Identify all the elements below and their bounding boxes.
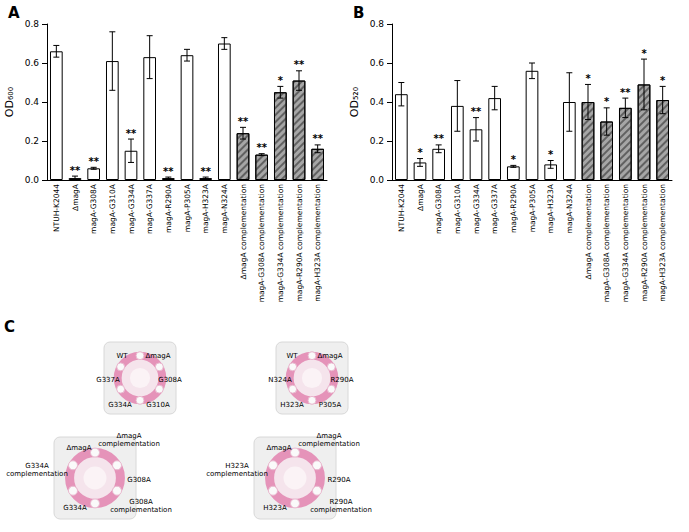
svg-text:magA-H323A: magA-H323A (201, 183, 210, 233)
svg-text:0.0: 0.0 (25, 175, 40, 185)
svg-text:ΔmagA: ΔmagA (266, 444, 291, 452)
svg-text:**: ** (200, 166, 211, 177)
svg-text:0.0: 0.0 (370, 175, 385, 185)
svg-text:0.2: 0.2 (25, 136, 39, 146)
svg-text:0.8: 0.8 (25, 19, 40, 29)
svg-text:G334A: G334A (63, 504, 87, 512)
svg-text:*: * (278, 75, 284, 86)
svg-text:G337A: G337A (96, 376, 120, 384)
svg-text:magA-H323A complementation: magA-H323A complementation (313, 184, 322, 302)
svg-text:*: * (585, 73, 591, 84)
svg-text:*: * (660, 75, 666, 86)
svg-text:0.6: 0.6 (25, 58, 40, 68)
svg-text:ΔmagA: ΔmagA (66, 444, 91, 452)
svg-text:H323A: H323A (280, 401, 304, 409)
svg-text:N324A: N324A (268, 376, 292, 384)
svg-text:magA-R290A: magA-R290A (509, 183, 518, 233)
svg-text:magA-G310A: magA-G310A (108, 183, 117, 234)
svg-text:H323Acomplementation: H323Acomplementation (206, 462, 268, 478)
svg-text:0.4: 0.4 (25, 97, 40, 107)
svg-text:NTUH-K2044: NTUH-K2044 (52, 184, 61, 232)
svg-text:ΔmagAcomplementation: ΔmagAcomplementation (98, 432, 160, 448)
svg-text:*: * (641, 48, 647, 59)
svg-text:*: * (548, 149, 554, 160)
svg-text:ΔmagA complementation: ΔmagA complementation (239, 184, 248, 280)
svg-text:R290A: R290A (330, 376, 353, 384)
svg-text:**: ** (471, 106, 482, 117)
svg-text:magA-G308A complementation: magA-G308A complementation (257, 184, 266, 303)
svg-text:*: * (417, 147, 423, 158)
svg-text:OD₅₂₀: OD₅₂₀ (348, 86, 361, 117)
svg-text:ΔmagA: ΔmagA (145, 352, 170, 360)
svg-text:magA-G337A: magA-G337A (490, 183, 499, 234)
svg-text:ΔmagAcomplementation: ΔmagAcomplementation (298, 432, 360, 448)
svg-text:magA-R290A complementation: magA-R290A complementation (640, 184, 649, 302)
svg-text:**: ** (88, 156, 99, 167)
svg-text:magA-G308A: magA-G308A (89, 183, 98, 234)
svg-text:**: ** (294, 59, 305, 70)
svg-text:R290Acomplementation: R290Acomplementation (310, 498, 372, 514)
svg-text:G334A: G334A (108, 401, 132, 409)
svg-text:magA-H323A complementation: magA-H323A complementation (658, 184, 667, 302)
svg-text:magA-N324A: magA-N324A (565, 183, 574, 233)
svg-text:G334Acomplementation: G334Acomplementation (6, 462, 68, 478)
svg-text:magA-G334A complementation: magA-G334A complementation (276, 184, 285, 303)
svg-text:magA-H323A: magA-H323A (546, 183, 555, 233)
svg-text:magA-G308A complementation: magA-G308A complementation (602, 184, 611, 303)
svg-text:B: B (353, 4, 364, 22)
svg-text:magA-R290A complementation: magA-R290A complementation (295, 184, 304, 302)
svg-text:magA-P305A: magA-P305A (183, 183, 192, 232)
svg-text:magA-G334A complementation: magA-G334A complementation (621, 184, 630, 303)
svg-text:P305A: P305A (319, 401, 342, 409)
svg-text:**: ** (163, 166, 174, 177)
svg-text:A: A (8, 4, 20, 22)
svg-text:magA-G334A: magA-G334A (472, 183, 481, 234)
svg-text:magA-G310A: magA-G310A (453, 183, 462, 234)
svg-text:0.8: 0.8 (370, 19, 385, 29)
svg-text:**: ** (312, 133, 323, 144)
svg-text:**: ** (433, 133, 444, 144)
svg-text:WT: WT (116, 352, 128, 360)
svg-text:ΔmagA: ΔmagA (416, 183, 425, 211)
svg-text:ΔmagA: ΔmagA (71, 183, 80, 211)
svg-text:**: ** (238, 116, 249, 127)
svg-text:*: * (511, 154, 517, 165)
svg-text:0.2: 0.2 (370, 136, 384, 146)
svg-text:magA-G308A: magA-G308A (434, 183, 443, 234)
svg-text:G308A: G308A (158, 376, 182, 384)
svg-text:NTUH-K2044: NTUH-K2044 (397, 184, 406, 232)
svg-text:0.6: 0.6 (370, 58, 385, 68)
svg-text:ΔmagA: ΔmagA (317, 352, 342, 360)
svg-text:G308Acomplementation: G308Acomplementation (110, 498, 172, 514)
svg-text:OD₆₀₀: OD₆₀₀ (3, 86, 16, 117)
svg-text:magA-G337A: magA-G337A (145, 183, 154, 234)
svg-text:magA-P305A: magA-P305A (528, 183, 537, 232)
svg-text:**: ** (126, 128, 137, 139)
svg-text:H323A: H323A (263, 504, 287, 512)
svg-text:magA-N324A: magA-N324A (220, 183, 229, 233)
svg-text:**: ** (70, 165, 81, 176)
svg-text:G310A: G310A (146, 401, 170, 409)
svg-text:*: * (604, 96, 610, 107)
svg-text:magA-G334A: magA-G334A (127, 183, 136, 234)
svg-text:ΔmagA complementation: ΔmagA complementation (584, 184, 593, 280)
svg-text:magA-R290A: magA-R290A (164, 183, 173, 233)
svg-text:WT: WT (286, 352, 298, 360)
svg-text:C: C (4, 318, 15, 336)
svg-text:**: ** (256, 142, 267, 153)
svg-text:R290A: R290A (327, 476, 350, 484)
svg-text:G308A: G308A (127, 476, 151, 484)
svg-text:0.4: 0.4 (370, 97, 385, 107)
svg-text:**: ** (620, 87, 631, 98)
